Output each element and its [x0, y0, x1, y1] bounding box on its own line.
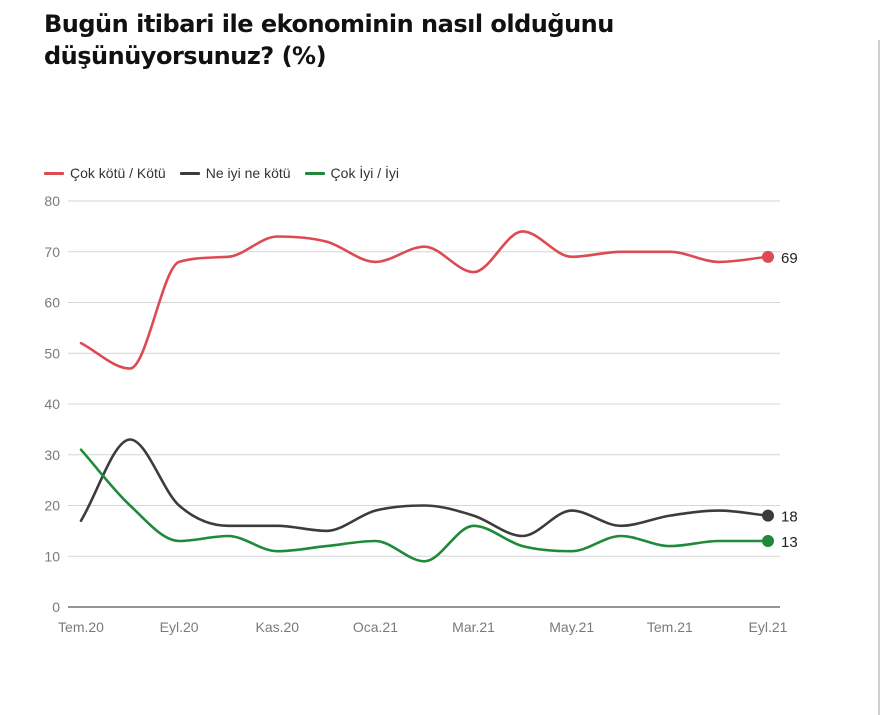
series-end-label: 13	[781, 534, 798, 551]
legend-swatch	[304, 171, 325, 175]
legend-item: Ne iyi ne kötü	[179, 165, 291, 181]
x-tick-label: Tem.20	[58, 619, 104, 635]
x-tick-label: Kas.20	[255, 619, 299, 635]
y-tick-label: 30	[44, 447, 60, 463]
y-tick-label: 60	[44, 295, 60, 311]
legend-label: Ne iyi ne kötü	[205, 165, 291, 181]
x-tick-label: Oca.21	[353, 619, 398, 635]
x-tick-label: Tem.21	[647, 619, 693, 635]
y-tick-label: 80	[44, 193, 60, 209]
legend-swatch	[179, 171, 200, 175]
y-tick-label: 10	[44, 548, 60, 564]
y-tick-label: 50	[44, 345, 60, 361]
series-end-point	[762, 509, 774, 522]
page-title: Bugün itibari ile ekonominin nasıl olduğ…	[44, 10, 614, 70]
series-line	[79, 438, 770, 538]
series-line	[79, 448, 770, 563]
y-tick-label: 20	[44, 498, 60, 514]
series-end-label: 69	[781, 250, 798, 267]
chart-legend: Çok kötü / Kötü Ne iyi ne kötü Çok İyi /…	[44, 163, 399, 183]
x-tick-label: Eyl.20	[160, 619, 199, 635]
x-tick-label: Mar.21	[452, 619, 495, 635]
y-tick-label: 0	[52, 599, 60, 615]
x-tick-label: Eyl.21	[749, 619, 788, 635]
frame-border	[878, 40, 880, 715]
legend-item: Çok kötü / Kötü	[44, 165, 166, 181]
series-line	[79, 230, 770, 370]
series-end-label: 18	[781, 509, 798, 526]
legend-swatch	[44, 171, 64, 175]
y-tick-label: 70	[44, 244, 60, 260]
y-tick-label: 40	[44, 396, 60, 412]
series-layer	[79, 230, 774, 563]
legend-item: Çok İyi / İyi	[304, 165, 400, 181]
series-end-point	[762, 535, 774, 548]
series-end-point	[762, 250, 774, 263]
legend-label: Çok kötü / Kötü	[70, 165, 166, 181]
legend-label: Çok İyi / İyi	[330, 165, 400, 181]
label-layer: 0 10 20 30 40 50 60 70 80 Tem.20 Eyl.20 Kas.20 Oca.2…	[44, 193, 797, 635]
x-tick-label: May.21	[549, 619, 594, 635]
